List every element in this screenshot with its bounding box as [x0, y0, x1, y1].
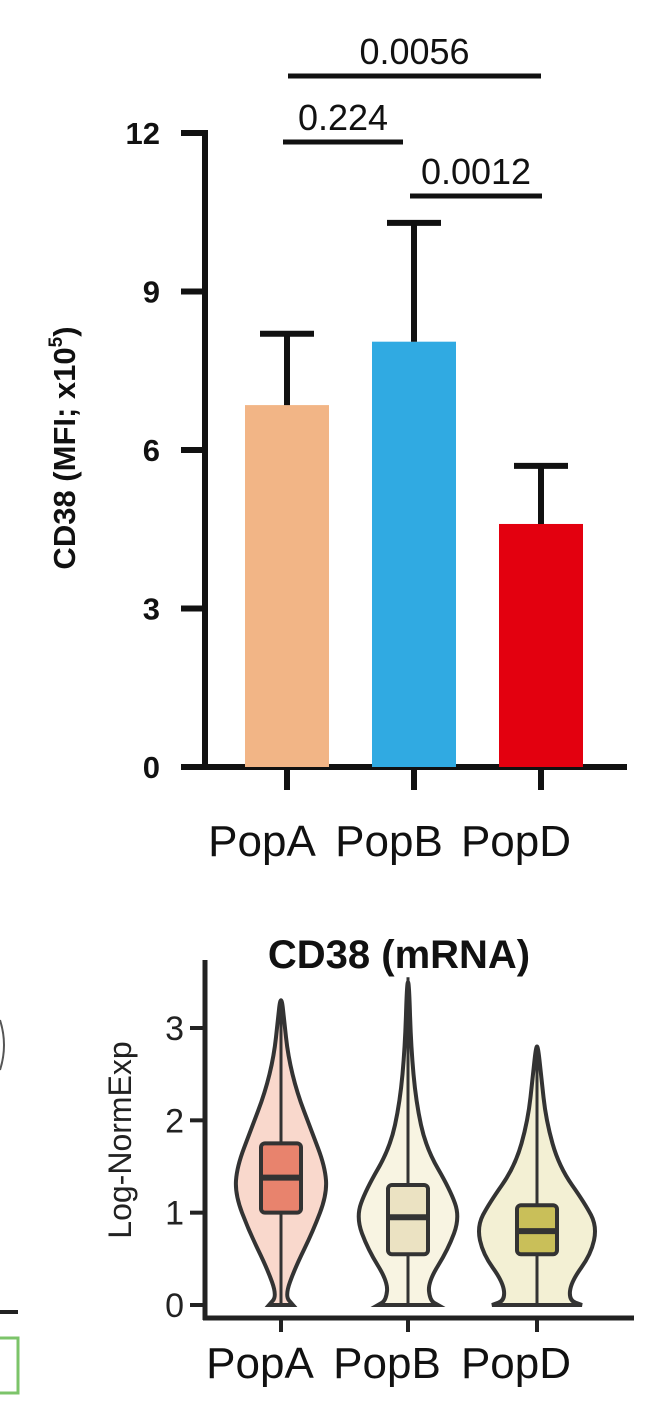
cd38-mrna-violin-chart: CD38 (mRNA) 0 1 2 3 PopA PopB PopD Log-NormEx…	[102, 933, 634, 1388]
bar-chart-y-tick-label: 6	[143, 433, 160, 468]
violin-chart-title: CD38 (mRNA)	[268, 933, 530, 977]
violin-chart-y-tick-label: 3	[165, 1010, 184, 1048]
cropped-panel-box	[0, 1336, 20, 1395]
violin-chart-category-label: PopA	[206, 1339, 314, 1388]
bar-chart-y-tick-label: 12	[126, 116, 160, 151]
violin-chart-y-tick-label: 1	[165, 1195, 184, 1233]
violin-chart-category-label: PopB	[333, 1339, 441, 1388]
violin-chart-y-axis-label: Log-NormExp	[102, 1041, 138, 1238]
bar-popa	[245, 405, 329, 767]
bar-chart-category-label: PopD	[461, 817, 571, 866]
bar-popd	[499, 523, 583, 767]
bar-chart-y-tick-label: 3	[143, 592, 160, 627]
bar-chart-category-label: PopA	[208, 817, 316, 866]
bar-chart-y-tick-label: 0	[143, 750, 160, 785]
bar-chart-category-label: PopB	[335, 817, 443, 866]
p-value-label: 0.0056	[359, 31, 469, 72]
p-value-label: 0.224	[298, 97, 388, 138]
p-value-label: 0.0012	[421, 151, 531, 192]
bar-chart-y-axis-label: CD38 (MFI; x105)	[46, 326, 82, 569]
bar-popb	[372, 341, 456, 767]
bar-chart-y-tick-label: 9	[143, 275, 160, 310]
violin-chart-category-label: PopD	[461, 1339, 571, 1388]
cropped-panel-curve	[0, 1019, 5, 1071]
violin-chart-y-tick-label: 0	[165, 1287, 184, 1325]
violin-chart-y-tick-label: 2	[165, 1102, 184, 1140]
cd38-mfi-bar-chart: 0 3 6 9 12 PopA PopB PopD 0.0056 0.224 0.0012 CD…	[46, 31, 627, 866]
